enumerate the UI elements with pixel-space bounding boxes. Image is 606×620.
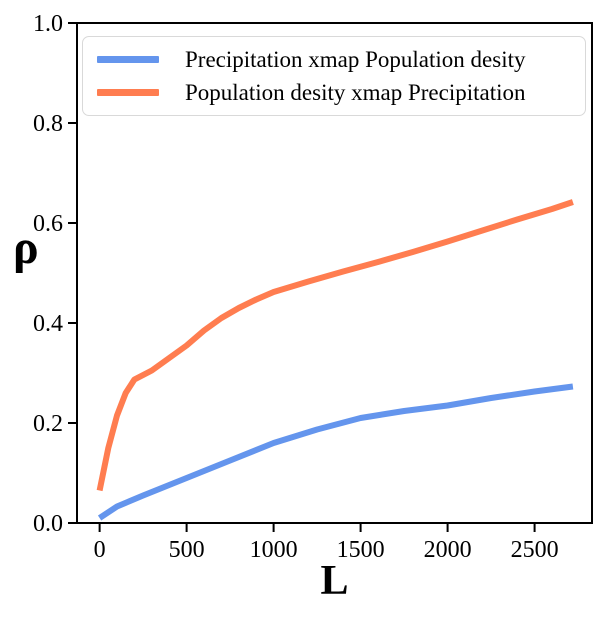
x-tick-label: 1000: [250, 537, 298, 563]
y-tick-label: 0.6: [33, 211, 63, 237]
series-line-2: [96, 199, 574, 492]
series2-line-swatch: [97, 89, 159, 96]
x-tick-label: 2000: [424, 537, 472, 563]
x-tick-label: 2500: [511, 537, 559, 563]
x-axis-label: L: [320, 558, 349, 604]
y-tick-label: 0.8: [33, 111, 63, 137]
series-line-1: [97, 383, 574, 521]
legend: Precipitation xmap Population desity Pop…: [82, 36, 586, 116]
plot-border: [76, 22, 593, 524]
x-tick-label: 1500: [337, 537, 385, 563]
series1-label: Precipitation xmap Population desity: [185, 46, 526, 72]
series1-line-swatch: [97, 56, 159, 63]
y-axis-label: ρ: [13, 221, 39, 274]
legend-entry-series2: Population desity xmap Precipitation: [97, 76, 585, 109]
y-tick-label: 0.0: [33, 511, 63, 537]
y-tick-label: 0.2: [33, 411, 63, 437]
series2-label: Population desity xmap Precipitation: [185, 79, 526, 105]
x-tick-label: 500: [169, 537, 205, 563]
legend-entry-series1: Precipitation xmap Population desity: [97, 43, 585, 76]
y-tick-label: 0.4: [33, 311, 63, 337]
x-tick-label: 0: [94, 537, 106, 563]
y-tick-label: 1.0: [33, 11, 63, 37]
